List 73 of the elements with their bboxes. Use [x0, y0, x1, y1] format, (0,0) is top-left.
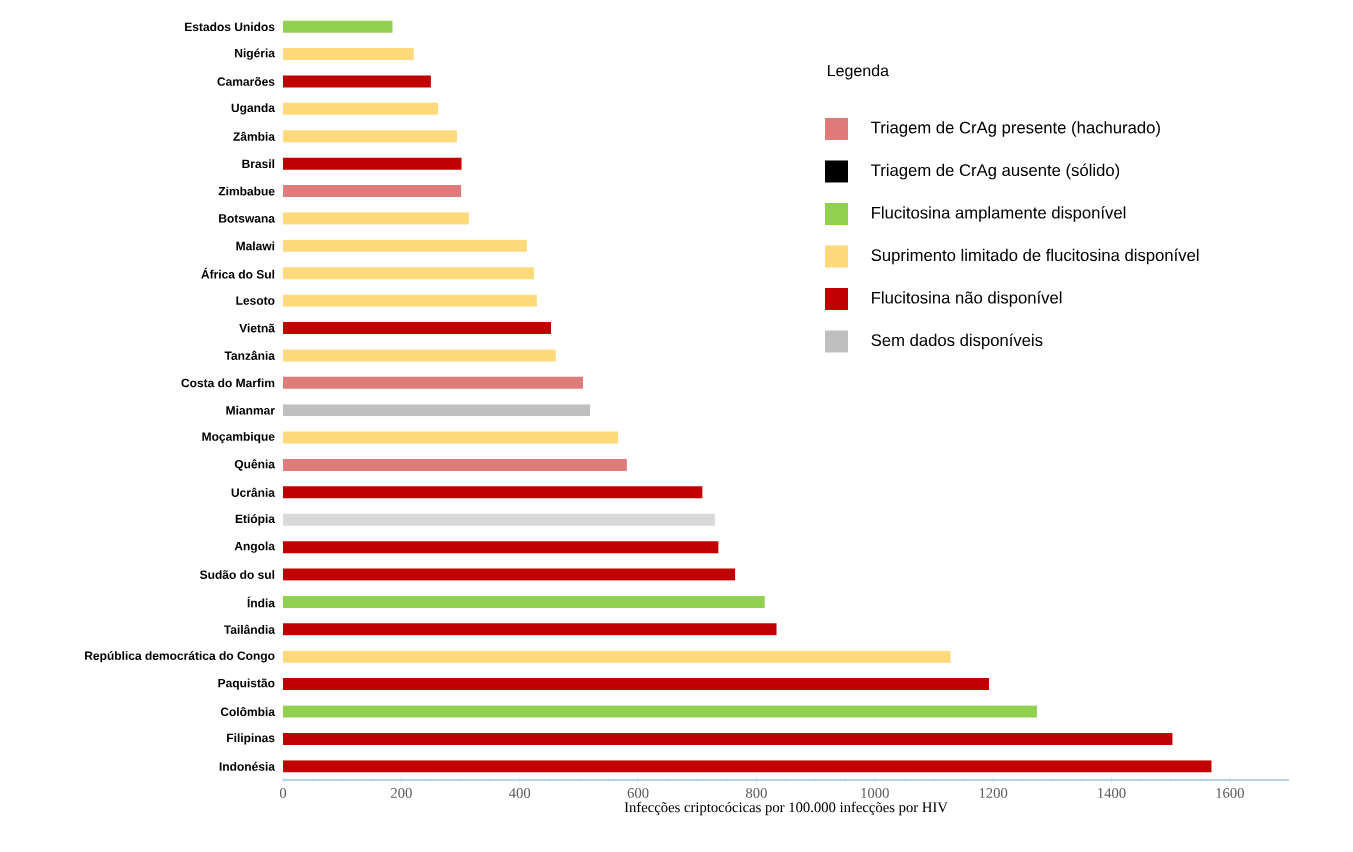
bar: [283, 623, 777, 636]
y-tick-label: Costa do Marfim: [181, 378, 275, 388]
x-tick-label: 600: [627, 788, 649, 798]
y-tick-label: África do Sul: [201, 267, 275, 279]
x-tick-label: 400: [509, 788, 531, 798]
y-tick-label: Malawi: [236, 241, 275, 251]
y-tick-label: Nigéria: [235, 48, 276, 60]
y-tick-label: Tailândia: [223, 624, 276, 634]
bar: [283, 20, 393, 33]
legend-label: Triagem de CrAg presente (hachurado): [871, 121, 1160, 137]
y-tick-label: Índia: [247, 596, 276, 608]
x-tick-label: 1600: [1216, 788, 1244, 798]
y-tick-label: Indonésia: [219, 761, 276, 771]
x-tick-label: 1200: [979, 788, 1008, 798]
bar: [283, 157, 462, 170]
bar: [283, 732, 1173, 745]
y-tick-label: Zâmbia: [233, 131, 276, 141]
y-tick-label: Colômbia: [220, 706, 276, 717]
x-axis-title: Infecções criptocócicas por 100.000 infecções por HIV: [624, 801, 948, 816]
y-tick-label: Zimbabue: [218, 186, 275, 196]
legend-label: Sem dados disponíveis: [871, 333, 1043, 350]
y-tick-label: Brasil: [242, 159, 275, 169]
bar: [283, 239, 527, 252]
legend-title: Legenda: [828, 64, 889, 80]
x-tick-label: 800: [745, 788, 767, 798]
bar: [283, 595, 765, 608]
bar: [283, 75, 431, 88]
y-tick-label: Botswana: [219, 214, 276, 223]
bar: [283, 513, 715, 526]
bar: [283, 431, 618, 444]
y-tick-label: Angola: [234, 541, 276, 553]
bar: [283, 48, 414, 61]
y-tick-label: Uganda: [231, 103, 276, 115]
legend-label: Triagem de CrAg ausente (sólido): [871, 163, 1120, 180]
bar: [283, 349, 556, 362]
bar: [283, 130, 457, 143]
bar: [283, 650, 951, 663]
y-tick-label: Lesoto: [236, 296, 275, 305]
x-tick-label: 0: [279, 788, 287, 798]
bar: [283, 568, 736, 581]
y-tick-label: Sudão do sul: [199, 570, 275, 579]
y-tick-label: República democrática do Congo: [85, 651, 275, 663]
y-tick-label: Quênia: [234, 459, 276, 471]
y-tick-label: Ucrânia: [231, 487, 276, 497]
bar: [283, 376, 584, 389]
y-tick-label: Tanzânia: [224, 350, 276, 360]
x-tick-label: 200: [391, 788, 412, 798]
bar: [283, 102, 439, 115]
y-tick-label: Etiópia: [235, 514, 276, 526]
bar: [283, 760, 1212, 773]
y-tick-label: Moçambique: [202, 431, 275, 444]
bar: [283, 185, 462, 198]
bar: [283, 541, 719, 554]
y-tick-label: Filipinas: [227, 733, 275, 745]
bar: [283, 322, 552, 335]
y-tick-label: Estados Unidos: [185, 22, 275, 32]
bar: [283, 404, 591, 417]
y-tick-label: Mianmar: [226, 405, 275, 415]
x-tick-label: 1400: [1098, 788, 1126, 798]
bar: [283, 678, 989, 691]
y-tick-label: Paquistão: [218, 678, 275, 690]
bar: [283, 705, 1037, 718]
y-tick-label: Camarões: [217, 77, 275, 86]
legend-label: Suprimento limitado de flucitosina disponível: [871, 248, 1199, 265]
bar: [283, 267, 534, 280]
legend-label: Flucitosina não disponível: [872, 291, 1062, 307]
x-tick-label: 1000: [861, 788, 889, 798]
y-tick-label: Vietnã: [239, 323, 275, 333]
bar: [283, 294, 537, 307]
bar: [283, 458, 627, 471]
bar: [283, 486, 703, 499]
bar: [283, 212, 469, 225]
legend-label: Flucitosina amplamente disponível: [872, 206, 1126, 222]
